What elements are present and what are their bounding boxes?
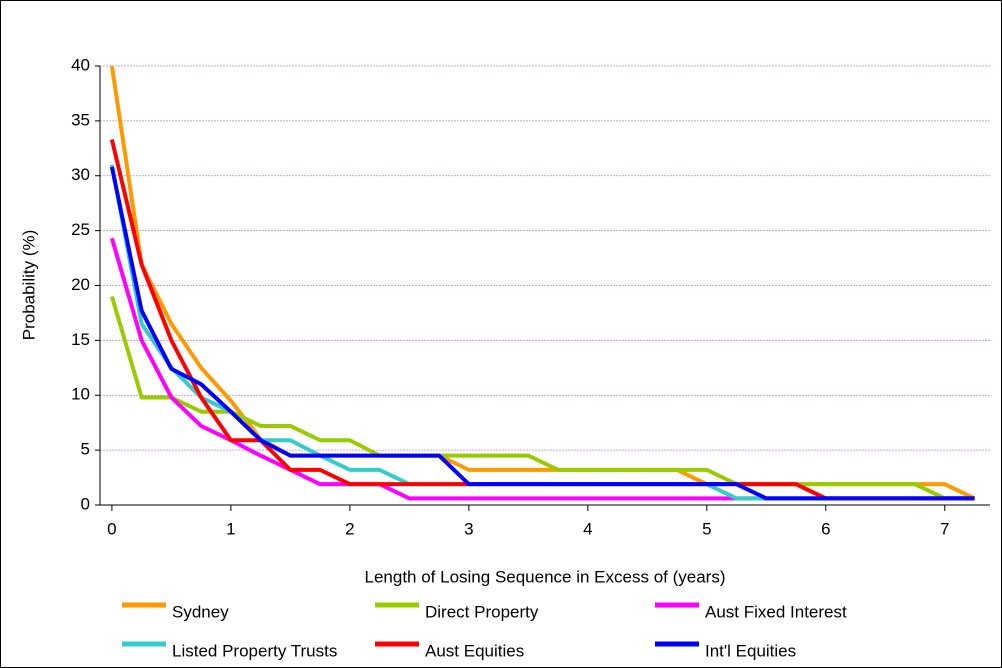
legend-label: Aust Fixed Interest: [705, 602, 847, 621]
x-tick-label: 6: [821, 519, 830, 538]
legend-label: Int'l Equities: [705, 641, 796, 660]
x-tick-label: 4: [583, 519, 592, 538]
x-tick-label: 5: [702, 519, 711, 538]
series-line: [109, 166, 975, 501]
y-tick-label: 30: [71, 165, 90, 184]
y-axis-title: Probability (%): [19, 230, 38, 341]
y-tick-label: 25: [71, 220, 90, 239]
x-axis-title: Length of Losing Sequence in Excess of (…: [365, 567, 726, 586]
y-tick-label: 35: [71, 110, 90, 129]
legend-label: Listed Property Trusts: [172, 641, 337, 660]
x-tick-label: 0: [107, 519, 116, 538]
y-tick-label: 0: [81, 494, 90, 513]
x-tick-label: 7: [940, 519, 949, 538]
y-tick-label: 20: [71, 275, 90, 294]
y-tick-label: 40: [71, 55, 90, 74]
series-line: [109, 295, 975, 501]
legend-label: Direct Property: [425, 602, 539, 621]
x-tick-label: 2: [345, 519, 354, 538]
y-tick-label: 10: [71, 385, 90, 404]
x-tick-label: 3: [464, 519, 473, 538]
legend-label: Aust Equities: [425, 641, 524, 660]
x-tick-label: 1: [226, 519, 235, 538]
y-tick-label: 5: [81, 440, 90, 459]
legend-label: Sydney: [172, 602, 229, 621]
y-tick-label: 15: [71, 330, 90, 349]
